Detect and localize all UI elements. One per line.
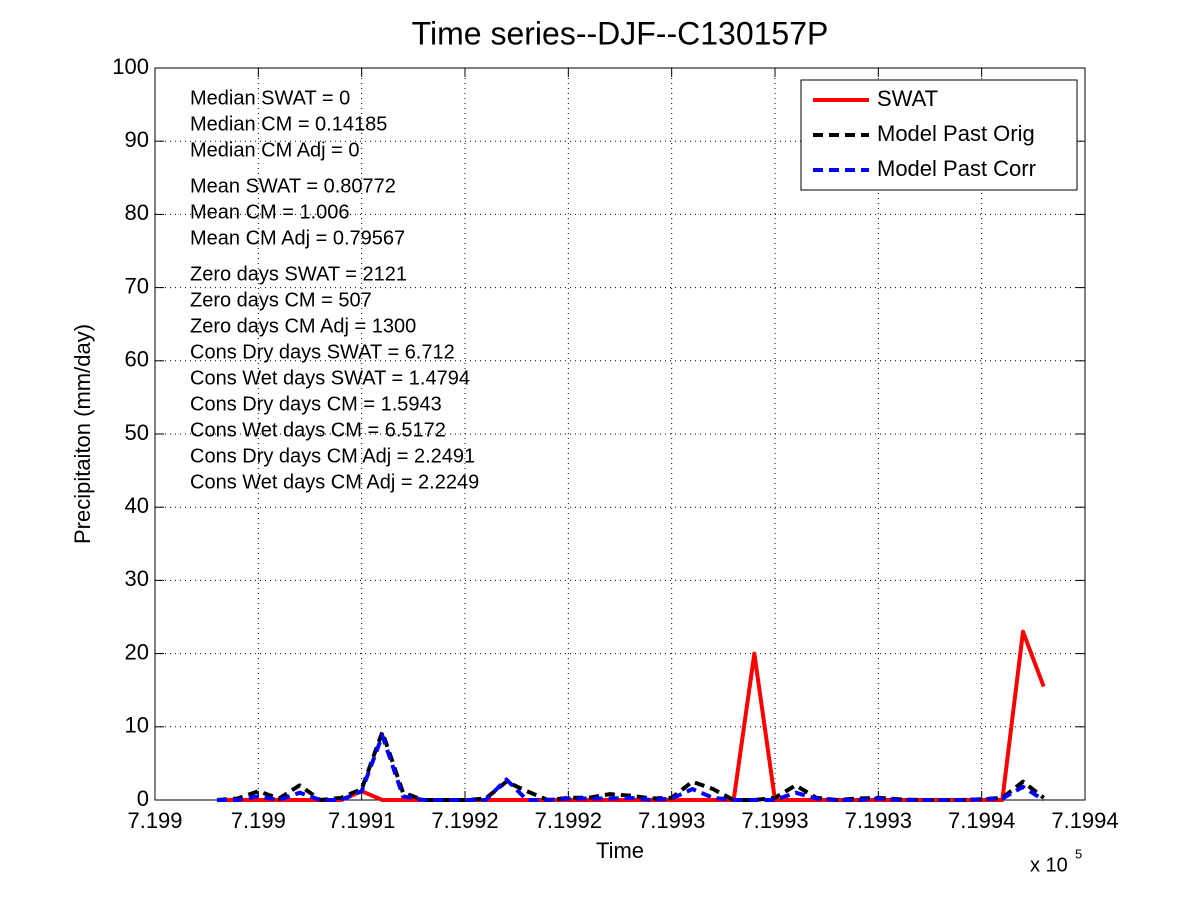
y-tick-label: 70	[125, 273, 149, 298]
series-line	[217, 629, 1046, 802]
stat-annotation: Cons Wet days CM = 6.5172	[190, 419, 446, 441]
stat-annotation: Zero days SWAT = 2121	[190, 263, 407, 285]
stat-annotation: Mean CM Adj = 0.79567	[190, 227, 405, 249]
x-tick-label: 7.199	[231, 808, 286, 833]
stat-annotation: Mean SWAT = 0.80772	[190, 175, 396, 197]
stat-annotation: Cons Dry days CM Adj = 2.2491	[190, 445, 475, 467]
x-tick-label: 7.199	[127, 808, 182, 833]
x-tick-label: 7.1994	[1051, 808, 1118, 833]
legend-label: Model Past Corr	[877, 156, 1036, 181]
y-tick-label: 30	[125, 566, 149, 591]
y-axis-label: Precipitaiton (mm/day)	[70, 324, 95, 544]
x-tick-label: 7.1994	[948, 808, 1015, 833]
stat-annotation: Cons Wet days SWAT = 1.4794	[190, 367, 470, 389]
y-tick-label: 20	[125, 639, 149, 664]
x-tick-label: 7.1993	[741, 808, 808, 833]
stat-annotation: Cons Wet days CM Adj = 2.2249	[190, 471, 479, 493]
x-tick-label: 7.1992	[535, 808, 602, 833]
y-tick-label: 100	[112, 54, 149, 79]
series-line	[217, 733, 1045, 802]
stat-annotation: Zero days CM = 507	[190, 289, 372, 311]
y-tick-label: 80	[125, 200, 149, 225]
x-axis-label: Time	[596, 838, 644, 863]
y-tick-label: 40	[125, 493, 149, 518]
stat-annotation: Median SWAT = 0	[190, 87, 350, 109]
x-tick-label: 7.1991	[328, 808, 395, 833]
stat-annotation: Median CM = 0.14185	[190, 113, 387, 135]
x-multiplier-exponent: 5	[1075, 846, 1082, 861]
x-multiplier: x 10	[1030, 854, 1068, 876]
legend-label: Model Past Orig	[877, 121, 1035, 146]
stat-annotation: Mean CM = 1.006	[190, 201, 350, 223]
legend-label: SWAT	[877, 86, 938, 111]
y-tick-label: 60	[125, 347, 149, 372]
chart-title: Time series--DJF--C130157P	[412, 15, 829, 51]
x-tick-label: 7.1993	[845, 808, 912, 833]
y-tick-label: 50	[125, 420, 149, 445]
stat-annotation: Zero days CM Adj = 1300	[190, 315, 416, 337]
stat-annotation: Cons Dry days SWAT = 6.712	[190, 341, 455, 363]
x-tick-label: 7.1992	[431, 808, 498, 833]
y-tick-label: 10	[125, 713, 149, 738]
stat-annotation: Cons Dry days CM = 1.5943	[190, 393, 442, 415]
series-line	[216, 729, 1045, 802]
y-tick-label: 0	[137, 786, 149, 811]
x-tick-label: 7.1993	[638, 808, 705, 833]
y-tick-label: 90	[125, 127, 149, 152]
stat-annotation: Median CM Adj = 0	[190, 139, 360, 161]
